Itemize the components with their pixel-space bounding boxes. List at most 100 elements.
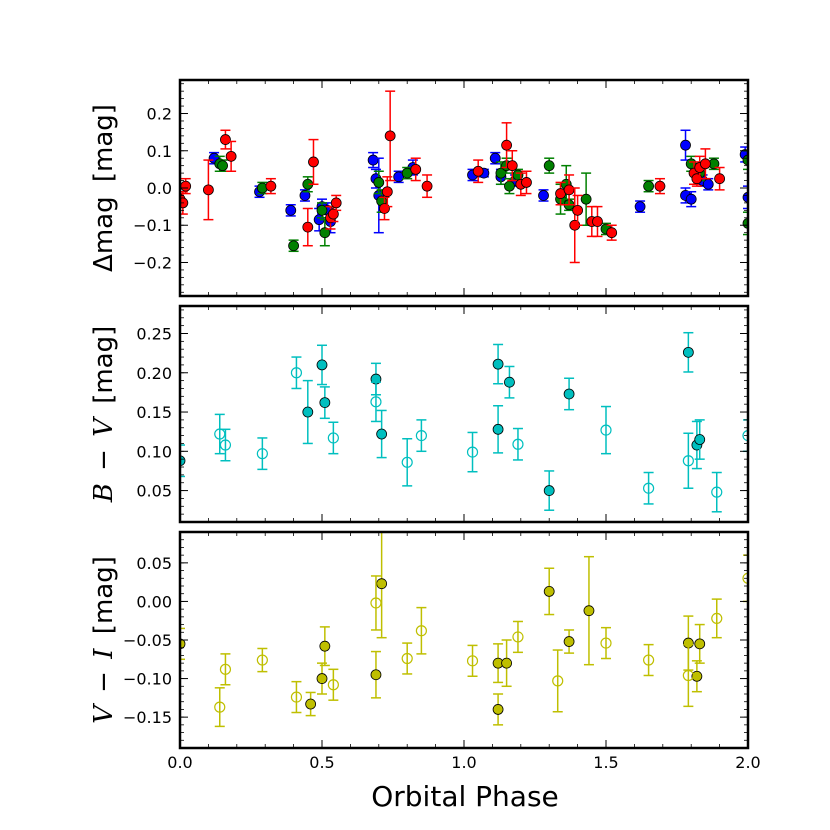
data-point	[202, 184, 214, 196]
data-point-open	[711, 486, 723, 498]
b-minus-v-axis-label-unit: [mag]	[89, 326, 119, 404]
delta-mag-axis-label-unit: [mag]	[89, 104, 119, 182]
data-point	[217, 160, 229, 172]
data-point	[583, 605, 595, 617]
data-point-open	[256, 448, 268, 460]
y-tick-label: 0.00	[136, 592, 172, 611]
delta-mag-panel: −0.2 −0.1 0.0 0.1 0.2	[133, 78, 750, 298]
data-point	[504, 376, 515, 388]
y-tick-label: −0.1	[133, 216, 172, 235]
data-point	[492, 358, 504, 370]
data-point	[225, 150, 237, 162]
data-point-open	[370, 597, 382, 609]
v-minus-i-axis-label-unit: [mag]	[89, 556, 119, 634]
y-tick-label: 0.15	[136, 403, 172, 422]
data-point-open	[290, 691, 303, 703]
y-tick-label: −0.05	[123, 631, 172, 650]
data-point	[330, 197, 342, 209]
data-point	[489, 152, 501, 164]
data-point	[682, 346, 694, 358]
data-layer	[180, 90, 748, 264]
data-point	[538, 190, 549, 201]
data-point-open	[466, 446, 479, 458]
data-point	[288, 240, 300, 252]
data-point	[327, 208, 339, 220]
data-point-open	[415, 430, 427, 442]
data-point	[421, 180, 433, 192]
x-tick-label: 1.0	[451, 753, 476, 772]
y-tick-label: 0.05	[136, 554, 172, 573]
data-point	[634, 201, 646, 213]
y-tick-label: 0.0	[147, 179, 172, 198]
v-minus-i-panel: −0.15 −0.10 −0.05 0.00 0.05 0.0 0.5 1.0 1.5 2.0	[123, 530, 761, 772]
data-point-open	[512, 631, 524, 643]
data-point	[543, 485, 555, 496]
y-tick-label: 0.1	[147, 142, 172, 161]
data-point-open	[742, 572, 748, 584]
y-tick-label: 0.10	[136, 442, 172, 461]
data-point	[376, 578, 388, 590]
data-point-open	[214, 701, 226, 713]
y-tick-label: 0.2	[147, 105, 172, 124]
x-axis-label: Orbital Phase	[371, 780, 559, 813]
data-point-open	[415, 625, 427, 637]
data-point-open	[466, 655, 479, 667]
x-tick-label: 0.5	[309, 753, 334, 772]
data-point	[319, 640, 331, 652]
data-point	[700, 158, 711, 170]
data-layer	[180, 532, 748, 728]
y-tick-label: 0.05	[136, 482, 172, 501]
data-point	[643, 180, 654, 192]
y-tick-label: −0.10	[123, 670, 172, 689]
data-point	[299, 190, 311, 201]
data-point	[501, 139, 513, 151]
delta-mag-axis-label-quantity: Δmag	[89, 196, 119, 272]
y-tick-label: −0.15	[123, 708, 172, 727]
data-point-open	[370, 396, 382, 408]
x-tick-label: 1.5	[593, 753, 618, 772]
y-tick-label: −0.2	[133, 253, 172, 272]
data-point	[506, 160, 518, 172]
data-point	[316, 673, 328, 684]
data-point	[606, 227, 618, 239]
data-point-open	[327, 432, 339, 444]
data-point	[373, 177, 385, 188]
data-point-open	[219, 439, 232, 451]
data-point-open	[682, 455, 694, 467]
v-minus-i-axis-label-second: I	[89, 648, 119, 660]
data-point	[316, 204, 328, 216]
y-tick-label: 0.20	[136, 364, 172, 383]
data-point	[220, 134, 231, 145]
data-point	[694, 638, 706, 650]
data-point	[305, 698, 317, 710]
data-point	[580, 193, 592, 205]
data-point	[572, 204, 583, 216]
data-point	[308, 156, 319, 168]
data-point	[563, 184, 575, 196]
x-tick-label: 2.0	[735, 753, 760, 772]
data-point	[563, 636, 575, 647]
data-point-open	[642, 654, 655, 666]
data-point-open	[401, 456, 413, 468]
data-point-open	[219, 663, 232, 675]
data-point	[472, 165, 484, 177]
data-point	[691, 670, 703, 682]
data-point	[592, 216, 603, 227]
b-minus-v-axis-label-second: V	[89, 416, 119, 437]
data-layer	[180, 331, 748, 513]
data-point-open	[512, 438, 524, 450]
b-minus-v-panel: 0.05 0.10 0.15 0.20 0.25	[136, 304, 750, 524]
data-point	[316, 359, 328, 371]
data-point-open	[552, 675, 564, 687]
data-point	[265, 180, 277, 192]
data-point	[501, 657, 513, 669]
data-point	[319, 397, 331, 409]
data-point-open	[682, 669, 694, 682]
data-point	[680, 139, 691, 151]
x-tick-label: 0.0	[167, 753, 192, 772]
data-point	[384, 130, 396, 142]
data-point-open	[327, 679, 339, 691]
data-point	[492, 704, 504, 715]
data-point	[702, 178, 714, 190]
